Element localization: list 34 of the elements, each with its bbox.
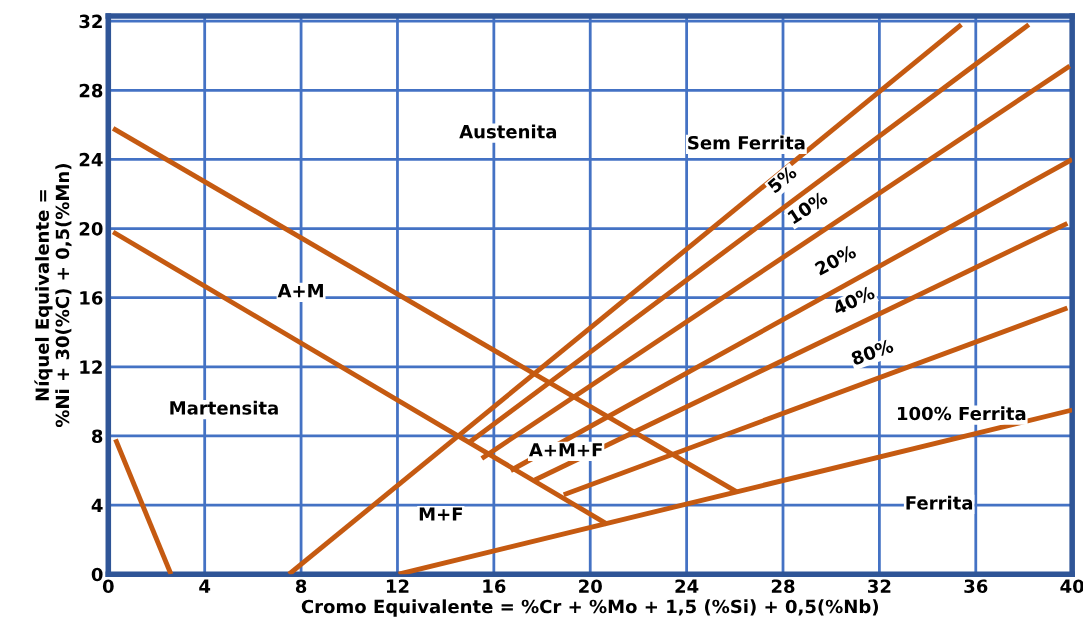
x-tick-label: 28	[771, 579, 795, 594]
x-tick-label: 4	[199, 579, 211, 593]
x-tick-label: 0	[102, 579, 114, 594]
x-tick-label: 36	[964, 579, 988, 594]
annotation: 5%	[766, 164, 798, 194]
y-tick-label: 4	[91, 498, 103, 512]
y-tick-label: 32	[79, 14, 102, 29]
x-tick-label: 8	[295, 579, 307, 594]
annotation: A+M	[277, 284, 323, 298]
x-tick-label: 16	[483, 579, 506, 594]
annotation: Ferrita	[906, 495, 973, 510]
annotation: 20%	[814, 244, 858, 276]
y-tick-label: 28	[79, 83, 103, 98]
x-axis-title: Cromo Equivalente = %Cr + %Mo + 1,5 (%Si) + 0,5(%Nb)	[301, 599, 879, 617]
annotation: Martensita	[170, 400, 278, 415]
annotation: A+M+F	[528, 443, 602, 457]
x-tick-label: 20	[579, 579, 602, 594]
x-tick-label: 40	[1060, 579, 1083, 594]
y-tick-label: 12	[80, 360, 102, 374]
y-axis-title: Níquel Equivalente = %Ni + 30(%C) + 0,5(%Mn)	[34, 164, 72, 428]
annotation: 80%	[850, 338, 895, 366]
annotation: M+F	[419, 507, 463, 521]
annotation: 100% Ferrita	[897, 406, 1026, 421]
x-tick-label: 12	[386, 579, 409, 593]
y-tick-label: 8	[91, 429, 103, 444]
annotation: 40%	[831, 285, 876, 316]
y-tick-label: 24	[79, 152, 103, 167]
x-tick-label: 32	[868, 579, 891, 594]
y-tick-label: 20	[79, 221, 103, 236]
y-tick-label: 16	[80, 291, 103, 305]
annotation: Austenita	[459, 124, 557, 139]
annotation: Sem Ferrita	[688, 135, 805, 150]
y-tick-label: 0	[91, 567, 103, 582]
x-tick-label: 24	[675, 579, 699, 593]
